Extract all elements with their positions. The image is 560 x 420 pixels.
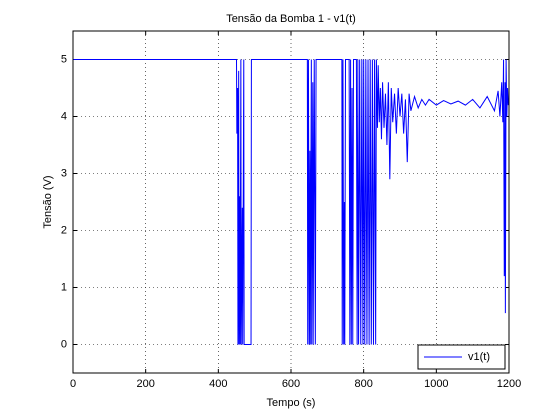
y-tick-label: 2 <box>61 224 67 236</box>
y-tick-label: 4 <box>61 110 67 122</box>
y-tick-label: 1 <box>61 281 67 293</box>
x-tick-label: 0 <box>70 378 76 390</box>
x-tick-label: 1000 <box>424 378 448 390</box>
axes-box <box>72 30 510 374</box>
x-tick-label: 600 <box>282 378 300 390</box>
y-tick-label: 5 <box>61 53 67 65</box>
x-tick-label: 400 <box>209 378 227 390</box>
x-axis-label: Tempo (s) <box>267 397 316 409</box>
data-line <box>73 59 510 345</box>
x-tick-label: 1200 <box>497 378 521 390</box>
legend-label: v1(t) <box>468 351 490 363</box>
y-tick-label: 0 <box>61 338 67 350</box>
chart-title: Tensão da Bomba 1 - v1(t) <box>226 13 356 25</box>
x-tick-label: 200 <box>136 378 154 390</box>
y-axis-label: Tensão (V) <box>42 175 54 228</box>
y-tick-label: 3 <box>61 167 67 179</box>
x-tick-label: 800 <box>354 378 372 390</box>
